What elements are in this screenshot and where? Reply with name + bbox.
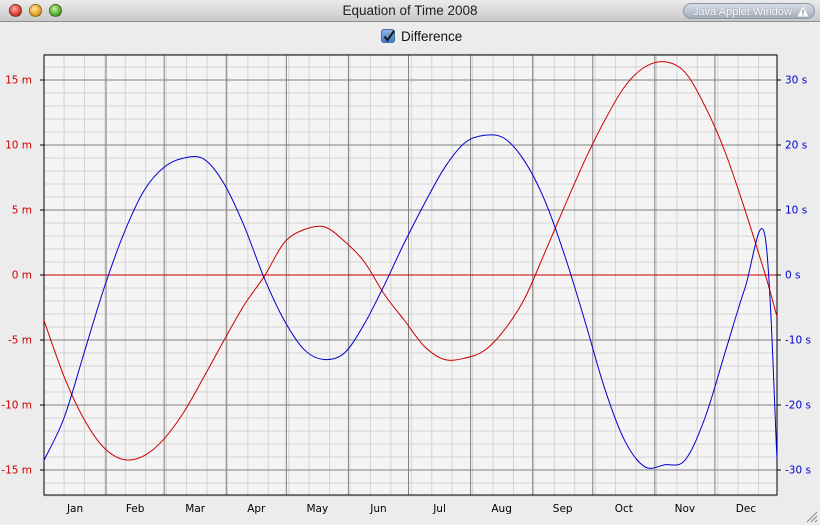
difference-curve: [43, 134, 778, 469]
month-label: Sep: [553, 503, 573, 515]
close-window-button[interactable]: [9, 4, 22, 17]
right-axis-label: 30 s: [785, 75, 807, 87]
month-label: Feb: [126, 503, 145, 515]
right-axis-label: -30 s: [785, 465, 811, 477]
window-titlebar: Equation of Time 2008 Java Applet Window: [0, 0, 820, 22]
difference-label: Difference: [401, 28, 463, 44]
month-label: Aug: [491, 503, 512, 515]
right-axis-label: 0 s: [785, 270, 801, 282]
month-label: Mar: [185, 503, 205, 515]
checkmark-icon: [383, 30, 395, 42]
month-label: May: [307, 503, 329, 515]
left-axis-label: 10 m: [5, 140, 32, 152]
left-axis-label: 5 m: [12, 205, 32, 217]
equation-of-time-curve: [43, 61, 778, 461]
warning-icon: [797, 6, 809, 17]
equation-of-time-chart: 15 m 10 m 5 m 0 m -5 m -10 m -15 m 30 s 20 s 10 s…: [1, 53, 811, 515]
left-axis-label: -5 m: [8, 335, 32, 347]
difference-checkbox[interactable]: [381, 29, 395, 43]
java-applet-badge[interactable]: Java Applet Window: [682, 3, 815, 19]
right-axis-label: 20 s: [785, 140, 807, 152]
right-axis-label: 10 s: [785, 205, 807, 217]
month-label: Dec: [736, 503, 757, 515]
month-label: Jun: [369, 503, 386, 515]
month-label: Nov: [675, 503, 696, 515]
month-label: Jul: [432, 503, 446, 515]
month-label: Oct: [615, 503, 633, 515]
left-axis-label: 15 m: [5, 75, 32, 87]
difference-toggle[interactable]: Difference: [381, 27, 462, 45]
right-axis-label: -10 s: [785, 335, 811, 347]
left-axis-label: -10 m: [1, 400, 32, 412]
left-axis-label: 0 m: [12, 270, 32, 282]
applet-badge-label: Java Applet Window: [692, 6, 792, 18]
resize-grip-icon[interactable]: [806, 511, 818, 523]
minimize-window-button[interactable]: [29, 4, 42, 17]
window-title: Equation of Time 2008: [342, 3, 478, 18]
month-label: Apr: [247, 503, 266, 515]
zoom-window-button[interactable]: [49, 4, 62, 17]
right-axis-label: -20 s: [785, 400, 811, 412]
applet-content: Difference 15 m 10 m 5 m 0 m -5 m -10 m -15 m 3…: [0, 22, 820, 525]
month-label: Jan: [66, 503, 83, 515]
left-axis-label: -15 m: [1, 465, 32, 477]
